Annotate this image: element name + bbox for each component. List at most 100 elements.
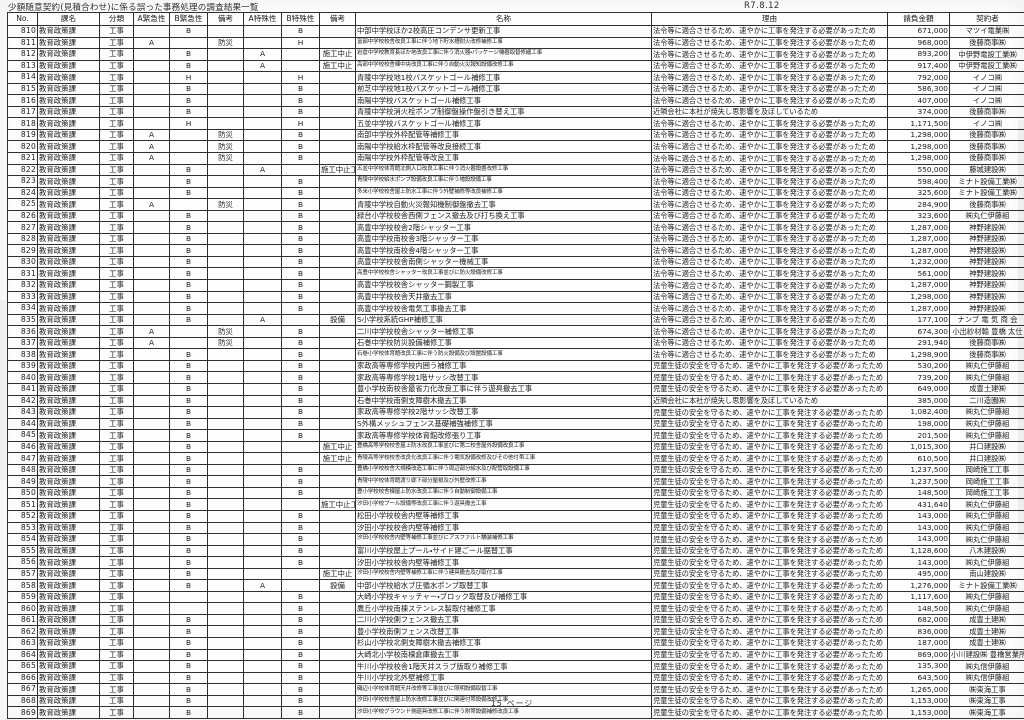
cell-amount: 1,237,500 [887, 463, 950, 477]
table-row: 851 教育政策課 工事 B 施工中止工 汐田小学校プール設備等改良工事に伴う遊具撤去工事… [7, 498, 1024, 511]
table-row: 867 教育政策課 工事 B B 磯辺小学校体育館天井改修等工事並びに照明設備取替工事 児童… [7, 683, 1024, 696]
cell-remarks-1 [207, 463, 244, 477]
cell-urgency-b: B [169, 683, 208, 696]
cell-remarks-2 [319, 394, 356, 408]
cell-reason: 児童生徒の安全を守るため、速やかに工事を発注する必要があったため [651, 486, 888, 500]
cell-amount: 610,500 [887, 452, 950, 465]
cell-contractor: ㈱丸仁伊藤組 [949, 498, 1024, 511]
cell-special-a [243, 417, 282, 431]
cell-special-a [243, 255, 282, 269]
cell-section: 教育政策課 [37, 48, 100, 61]
cell-section: 教育政策課 [37, 521, 100, 535]
cell-section: 教育政策課 [37, 602, 100, 615]
cell-name: 豊橋高等学校校舎屋上防水改良工事並びに第二校舎屋外設備改良工事 [355, 440, 652, 454]
scan-smudge-left [0, 300, 6, 480]
cell-urgency-b: B [169, 521, 208, 535]
cell-name: 豊小学校校舎棟屋上防水改良工事に伴う自動制御設備工事 [355, 486, 652, 500]
cell-special-a [243, 602, 282, 615]
cell-no: 838 [7, 348, 38, 361]
cell-section: 教育政策課 [37, 359, 100, 373]
cell-no: 824 [7, 186, 38, 200]
cell-no: 828 [7, 232, 38, 246]
cell-special-a [243, 152, 282, 165]
cell-amount: 323,600 [887, 209, 950, 223]
cell-name: S外構メッシュフェンス基礎補強補修工事 [355, 417, 652, 431]
table-row: 813 教育政策課 工事 B A 施工中止 高部中学校校舎棟中央改良工事に伴う自動火災報知設… [7, 59, 1024, 73]
cell-urgency-a [133, 521, 170, 535]
cell-contractor: ㈱東海工事 [949, 706, 1024, 719]
table-row: 821 教育政策課 工事 A 防災 B 南陽中学校外枠配管等改良工事 法令等に適合させるため、… [7, 152, 1024, 165]
cell-contractor: 小川建設㈱ 豊橋営業所 [949, 648, 1024, 662]
cell-urgency-a [133, 117, 170, 130]
cell-name: 南陽中学校バスケットゴール補修工事 [355, 94, 652, 107]
cell-remarks-2 [319, 544, 356, 558]
cell-special-b: B [281, 394, 320, 408]
cell-remarks-2: 設備 [319, 579, 356, 592]
cell-no: 820 [7, 140, 38, 153]
cell-urgency-b: B [169, 221, 208, 234]
cell-section: 教育政策課 [37, 371, 100, 384]
cell-special-a [243, 175, 282, 188]
cell-reason: 児童生徒の安全を守るため、速やかに工事を発注する必要があったため [651, 567, 888, 581]
cell-special-b: B [281, 371, 320, 384]
cell-category: 工事 [99, 325, 134, 338]
cell-name: 富部中学校校舎改良工事に伴う地下貯水槽耐火改修補修工事 [355, 36, 652, 50]
cell-special-a: A [243, 313, 282, 327]
cell-category: 工事 [99, 267, 134, 281]
cell-remarks-1 [207, 186, 244, 200]
cell-amount: 1,117,600 [887, 590, 950, 604]
cell-remarks-1 [207, 313, 244, 327]
cell-no: 815 [7, 82, 38, 96]
table-row: 820 教育政策課 工事 A 防災 B 南陽中学校給水枠配管等改良接続工事 法令等に適合させる… [7, 140, 1024, 153]
cell-reason: 児童生徒の安全を守るため、速やかに工事を発注する必要があったため [651, 359, 888, 373]
cell-remarks-1 [207, 71, 244, 84]
cell-urgency-b: B [169, 579, 208, 592]
cell-amount: 968,000 [887, 36, 950, 50]
cell-reason: 法令等に適合させるため、速やかに工事を発注する必要があったため [651, 175, 888, 188]
cell-special-a [243, 440, 282, 454]
survey-results-table-container: No. 課名 分類 A緊急性 B緊急性 備考 A特殊性 B特殊性 備考 名称 理… [7, 12, 1024, 719]
table-row: 832 教育政策課 工事 B B 高豊中学校校舎シャッター鋼製工事 法令等に適合させるため、… [7, 279, 1024, 292]
cell-no: 825 [7, 198, 38, 211]
cell-category: 工事 [99, 452, 134, 465]
cell-category: 工事 [99, 94, 134, 107]
column-header-contractor: 契約者 [949, 12, 1024, 26]
cell-no: 813 [7, 59, 38, 73]
table-row: 824 教育政策課 工事 B B 多米小学校校舎屋上防水工事に伴う外壁補修等改良補修工事法… [7, 186, 1024, 200]
cell-remarks-2 [319, 660, 356, 673]
cell-urgency-a [133, 232, 170, 246]
cell-reason: 法令等に適合させるため、速やかに工事を発注する必要があったため [651, 186, 888, 200]
cell-amount: 1,287,000 [887, 232, 950, 246]
cell-section: 教育政策課 [37, 394, 100, 408]
cell-reason: 法令等に適合させるため、速やかに工事を発注する必要があったため [651, 128, 888, 142]
cell-section: 教育政策課 [37, 209, 100, 223]
cell-remarks-1 [207, 290, 244, 304]
cell-reason: 児童生徒の安全を守るため、速やかに工事を発注する必要があったため [651, 544, 888, 558]
cell-urgency-b: B [169, 637, 208, 650]
cell-name: 南陽中学校外枠配管等改良工事 [355, 152, 652, 165]
cell-urgency-b [169, 140, 208, 153]
cell-amount: 1,298,000 [887, 152, 950, 165]
cell-special-a [243, 509, 282, 523]
cell-reason: 法令等に適合させるため、速やかに工事を発注する必要があったため [651, 279, 888, 292]
cell-amount: 1,298,000 [887, 290, 950, 304]
cell-special-b: B [281, 683, 320, 696]
cell-contractor: ㈱丸仁伊藤組 [949, 417, 1024, 431]
cell-amount: 374,000 [887, 105, 950, 119]
cell-special-a [243, 140, 282, 153]
cell-urgency-a [133, 186, 170, 200]
cell-special-b [281, 163, 320, 177]
cell-no: 837 [7, 336, 38, 350]
cell-no: 816 [7, 94, 38, 107]
cell-name: 石巻中学校南側支障樹木撤去工事 [355, 394, 652, 408]
cell-special-b: B [281, 556, 320, 569]
cell-category: 工事 [99, 279, 134, 292]
cell-contractor: 神野建設㈱ [949, 244, 1024, 257]
cell-name: 牛川小学校北外壁補修工事 [355, 671, 652, 685]
cell-section: 教育政策課 [37, 671, 100, 685]
cell-remarks-1 [207, 613, 244, 627]
cell-special-b [281, 313, 320, 327]
cell-remarks-1 [207, 267, 244, 281]
cell-urgency-a [133, 509, 170, 523]
cell-contractor: 後藤商事㈱ [949, 348, 1024, 361]
